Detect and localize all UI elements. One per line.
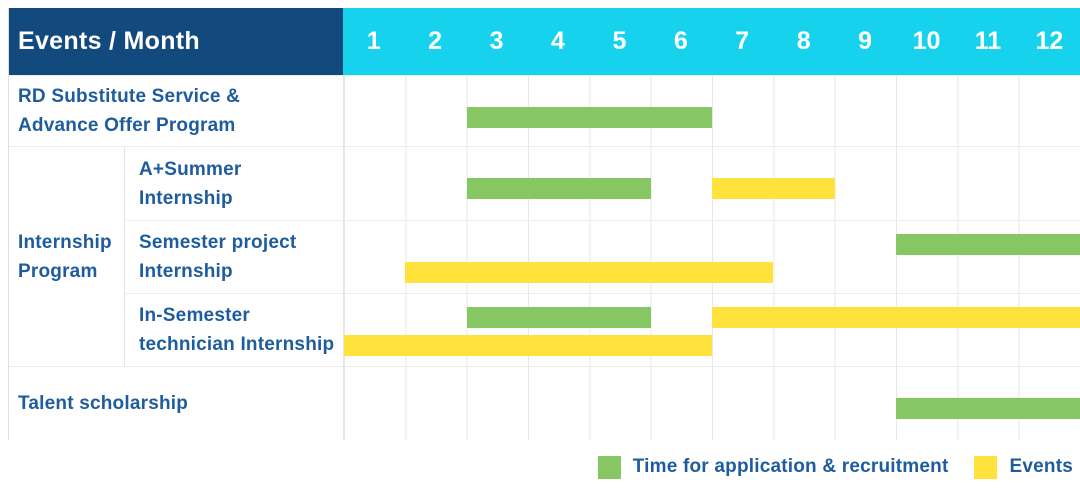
month-header: 4 (551, 27, 565, 55)
label-line: Internship (139, 187, 233, 209)
label-line: Semester project (139, 232, 297, 253)
month-header: 5 (612, 27, 627, 55)
month-header-strip: 1 2 3 4 5 6 7 8 9 10 11 12 (343, 8, 1080, 75)
label-line: RD Substitute Service & (18, 86, 241, 107)
month-header: 6 (673, 27, 688, 55)
legend-item: Time for application & recruitment (597, 455, 949, 479)
label-line: technician Internship (139, 334, 335, 355)
month-header: 12 (1035, 27, 1064, 55)
label-line: A+Summer (139, 158, 242, 180)
month-header: 7 (735, 27, 750, 55)
chart-row (343, 75, 1080, 146)
month-header: 9 (858, 27, 873, 55)
row-label: Semester project Internship (124, 220, 343, 293)
bar-application-recruitment (466, 307, 651, 328)
row-label: In-Semester technician Internship (124, 293, 343, 366)
bar-application-recruitment (896, 398, 1080, 419)
legend-label: Time for application & recruitment (632, 456, 949, 477)
table-body: RD Substitute Service & Advance Offer Pro… (9, 75, 1080, 440)
row-label: Talent scholarship (9, 366, 343, 440)
month-header: 11 (974, 27, 1002, 55)
label-line: Program (18, 260, 98, 282)
chart-row (343, 293, 1080, 366)
month-header: 8 (796, 27, 811, 55)
month-header: 2 (428, 27, 443, 55)
chart-row (343, 366, 1080, 440)
legend-swatch (974, 455, 998, 479)
label-line: Talent scholarship (18, 393, 189, 414)
bar-application-recruitment (896, 234, 1080, 255)
bar-application-recruitment (466, 178, 651, 199)
legend-item: Events (974, 455, 1073, 479)
row-label: RD Substitute Service & Advance Offer Pro… (9, 75, 343, 146)
chart-legend: Time for application & recruitment Events (597, 452, 1073, 482)
bar-events (344, 335, 712, 356)
table-title: Events / Month (9, 8, 343, 75)
month-header: 10 (912, 27, 941, 55)
bar-events (712, 307, 1080, 328)
bar-application-recruitment (466, 107, 712, 128)
group-label: Internship Program (9, 146, 124, 366)
chart-row (343, 146, 1080, 220)
bar-events (405, 262, 774, 283)
events-month-gantt-table: Events / Month 1 2 3 4 5 6 7 8 9 10 11 12 RD Substi… (8, 8, 1080, 440)
month-header: 3 (489, 27, 504, 55)
label-line: Internship (139, 261, 233, 282)
chart-row (343, 220, 1080, 293)
bar-events (712, 178, 835, 199)
label-line: Advance Offer Program (18, 115, 236, 136)
month-header: 1 (366, 27, 381, 55)
table-header-row: Events / Month 1 2 3 4 5 6 7 8 9 10 11 12 (9, 8, 1080, 75)
legend-swatch (597, 455, 621, 479)
row-label: A+Summer Internship (124, 146, 343, 220)
legend-label: Events (1009, 456, 1073, 477)
label-line: In-Semester (139, 305, 250, 326)
label-line: Internship (18, 231, 112, 253)
